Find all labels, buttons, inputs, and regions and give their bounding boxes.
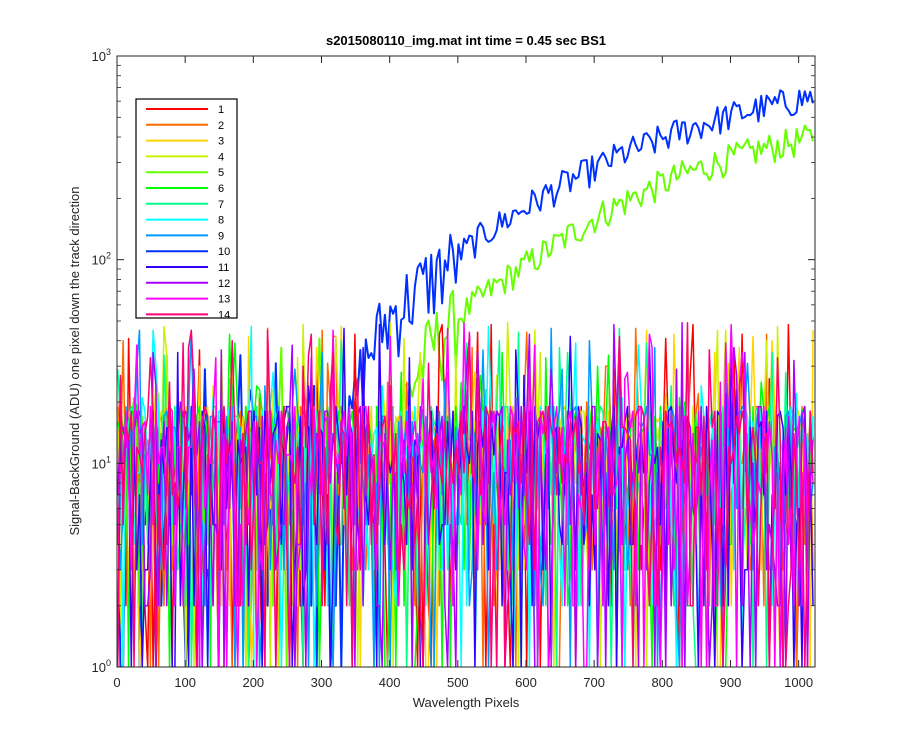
series-13-line xyxy=(117,322,814,667)
x-tick-label: 100 xyxy=(174,675,196,690)
axes-box xyxy=(116,55,816,668)
legend-label-3: 3 xyxy=(218,136,224,148)
y-tick-label: 103 xyxy=(92,47,111,64)
legend-label-12: 12 xyxy=(218,278,230,290)
y-tick-label: 100 xyxy=(92,658,111,675)
legend-label-10: 10 xyxy=(218,246,230,258)
legend-label-14: 14 xyxy=(218,309,230,321)
legend-box xyxy=(135,98,238,319)
y-axis-label: Signal-BackGround (ADU) one pixel down t… xyxy=(67,186,82,535)
legend-label-8: 8 xyxy=(218,215,224,227)
x-tick-label: 1000 xyxy=(784,675,813,690)
legend-label-2: 2 xyxy=(218,120,224,132)
legend-label-1: 1 xyxy=(218,104,224,116)
x-tick-label: 200 xyxy=(242,675,264,690)
chart-title: s2015080110_img.mat int time = 0.45 sec … xyxy=(326,33,606,48)
series-14-line xyxy=(117,322,814,667)
x-tick-label: 400 xyxy=(379,675,401,690)
series-layer xyxy=(117,89,814,667)
y-tick-label: 101 xyxy=(92,454,111,471)
legend-label-13: 13 xyxy=(218,294,230,306)
legend-label-9: 9 xyxy=(218,230,224,242)
x-axis: 0 100 200 300 400 500 600 700 800 900 1000 xyxy=(113,56,813,690)
x-tick-label: 500 xyxy=(447,675,469,690)
legend-label-4: 4 xyxy=(218,151,224,163)
x-tick-label: 0 xyxy=(113,675,120,690)
y-tick-label: 102 xyxy=(92,251,111,268)
legend-label-11: 11 xyxy=(218,262,229,274)
x-tick-label: 800 xyxy=(651,675,673,690)
legend-label-6: 6 xyxy=(218,183,224,195)
x-tick-label: 300 xyxy=(311,675,333,690)
x-tick-label: 900 xyxy=(720,675,742,690)
x-tick-label: 600 xyxy=(515,675,537,690)
x-axis-label: Wavelength Pixels xyxy=(413,695,520,710)
x-tick-label: 700 xyxy=(583,675,605,690)
legend-label-7: 7 xyxy=(218,199,224,211)
legend-label-5: 5 xyxy=(218,167,224,179)
